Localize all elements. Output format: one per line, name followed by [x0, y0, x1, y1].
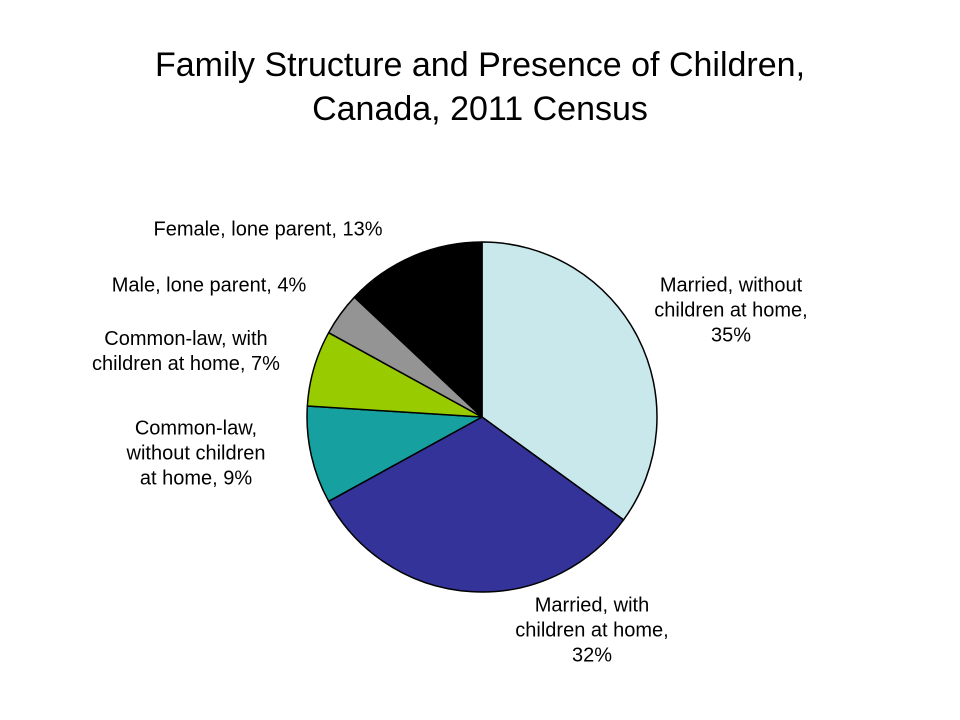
pie-slice-married-without-children-at-home	[481, 241, 658, 521]
pie-label-married-with-children-at-home: Married, with children at home, 32%	[515, 594, 669, 667]
pie-slice-female-lone-parent	[353, 241, 483, 418]
pie-label-married-without-children-at-home: Married, without children at home, 35%	[654, 274, 808, 347]
pie-slice-married-with-children-at-home	[327, 416, 625, 593]
pie-label-common-law-with-children-at-home: Common-law, with children at home, 7%	[92, 328, 280, 375]
pie-label-male-lone-parent: Male, lone parent, 4%	[111, 274, 307, 297]
chart-title: Family Structure and Presence of Childre…	[154, 46, 806, 128]
pie-slice-common-law-without-children-at-home	[306, 405, 483, 503]
pie-label-female-lone-parent: Female, lone parent, 13%	[153, 218, 383, 241]
pie-label-common-law-without-children-at-home: Common-law, without children at home, 9%	[126, 417, 266, 490]
